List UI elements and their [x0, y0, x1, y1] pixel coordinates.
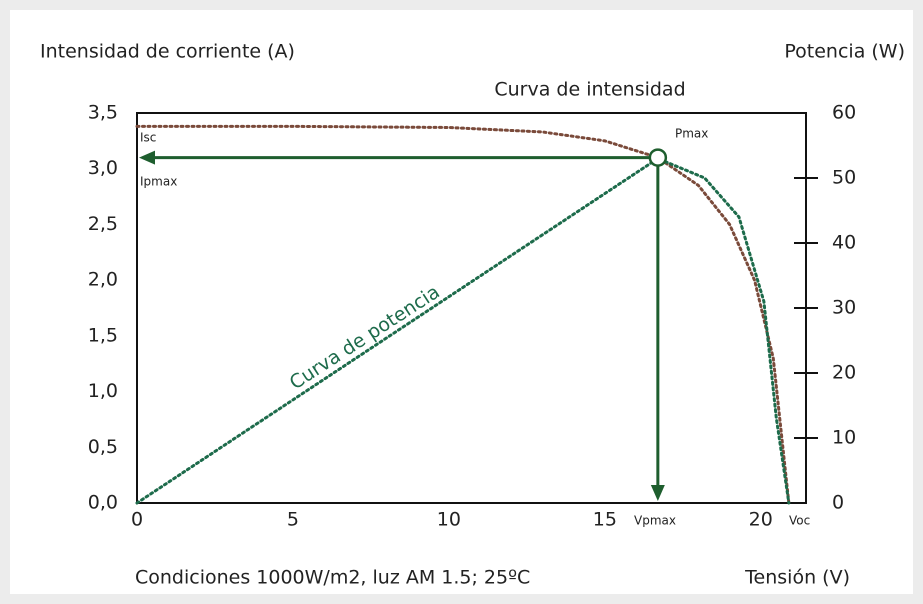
- chart-title: Curva de intensidad: [494, 79, 685, 101]
- x-axis-label: Tensión (V): [744, 567, 850, 589]
- y-tick-label: 3,5: [88, 102, 118, 124]
- y-tick-label: 0,0: [88, 492, 118, 514]
- y2-tick-label: 50: [832, 167, 856, 189]
- y-tick-label: 2,5: [88, 213, 118, 235]
- x-tick-label: 15: [593, 509, 617, 531]
- y2-tick-label: 30: [832, 297, 856, 319]
- y2-tick-label: 0: [832, 492, 844, 514]
- y2-tick-label: 60: [832, 102, 856, 124]
- x-tick-label: 10: [437, 509, 461, 531]
- pmax-label: Pmax: [675, 127, 708, 141]
- x-tick-label: 20: [749, 509, 773, 531]
- y-axis-label: Intensidad de corriente (A): [40, 41, 295, 63]
- footnote: Condiciones 1000W/m2, luz AM 1.5; 25ºC: [135, 567, 530, 589]
- y2-tick-label: 10: [832, 427, 856, 449]
- isc-label: Isc: [140, 131, 156, 145]
- ipmax-label: Ipmax: [140, 175, 177, 189]
- y-tick-label: 3,0: [88, 157, 118, 179]
- y2-axis-label: Potencia (W): [784, 41, 905, 63]
- pmax-point: [648, 148, 668, 167]
- y-tick-label: 1,0: [88, 380, 118, 402]
- x-tick-label: 0: [131, 509, 143, 531]
- arrow-head: [650, 485, 665, 501]
- y-tick-label: 0,5: [88, 436, 118, 458]
- y-tick-label: 1,5: [88, 324, 118, 346]
- y-tick-label: 2,0: [88, 269, 118, 291]
- y2-tick-label: 20: [832, 362, 856, 384]
- voc-label: Voc: [789, 514, 810, 528]
- vpmax-label: Vpmax: [634, 514, 676, 528]
- y2-tick-label: 40: [832, 232, 856, 254]
- x-tick-label: 5: [287, 509, 299, 531]
- arrow-head: [139, 150, 155, 165]
- background: [10, 10, 913, 594]
